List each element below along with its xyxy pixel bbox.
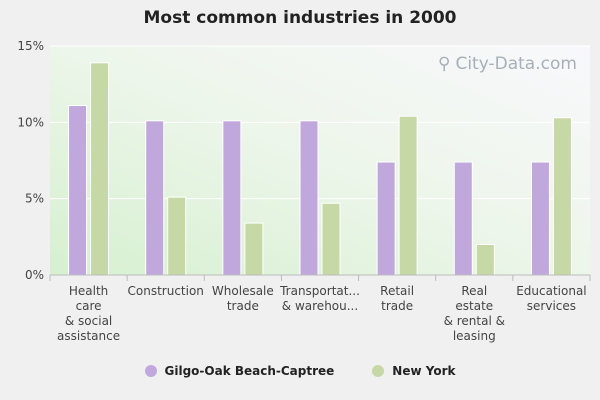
bar-series-2-cat-3 (244, 222, 264, 276)
bar-series-2-cat-2 (167, 196, 187, 276)
bar-series-1-cat-4 (299, 120, 319, 276)
bar-series-1-cat-1 (68, 105, 88, 276)
bar-series-2-cat-5 (398, 115, 418, 276)
bar-series-2-cat-6 (475, 243, 495, 276)
y-tick-label: 0% (25, 268, 44, 282)
legend-swatch-series-2 (372, 365, 385, 377)
legend: Gilgo-Oak Beach-Captree New York (0, 364, 600, 378)
legend-label-series-2: New York (392, 364, 456, 378)
bar-series-2-cat-1 (90, 62, 110, 276)
legend-item-series-1: Gilgo-Oak Beach-Captree (144, 364, 335, 378)
x-tick-label: Retail trade (380, 284, 414, 313)
bar-series-2-cat-4 (321, 202, 341, 276)
watermark-text: City-Data.com (455, 54, 577, 74)
chart-title: Most common industries in 2000 (143, 8, 457, 28)
y-tick-label: 10% (17, 115, 44, 129)
x-tick-label: Construction (128, 284, 204, 298)
bar-series-1-cat-5 (376, 161, 396, 276)
x-tick-label: Transportat... & warehou... (279, 284, 360, 313)
y-tick-label: 15% (17, 39, 44, 53)
legend-label-series-1: Gilgo-Oak Beach-Captree (164, 364, 335, 378)
legend-swatch-series-1 (144, 365, 157, 377)
bar-series-2-cat-7 (552, 117, 572, 276)
bar-series-1-cat-6 (453, 161, 473, 276)
y-tick-label: 5% (25, 192, 44, 206)
x-tick-label: Real estate & rental & leasing (444, 284, 505, 343)
legend-item-series-2: New York (372, 364, 455, 378)
x-tick-label: Wholesale trade (212, 284, 274, 313)
x-tick-label: Educational services (516, 284, 586, 313)
bar-series-1-cat-3 (222, 120, 242, 276)
magnifier-icon: ⚲ (438, 54, 451, 74)
bar-series-1-cat-7 (530, 161, 550, 276)
watermark: ⚲ City-Data.com (438, 54, 577, 74)
x-tick-label: Health care & social assistance (57, 284, 120, 343)
bar-series-1-cat-2 (145, 120, 165, 276)
plot-background (50, 46, 590, 275)
